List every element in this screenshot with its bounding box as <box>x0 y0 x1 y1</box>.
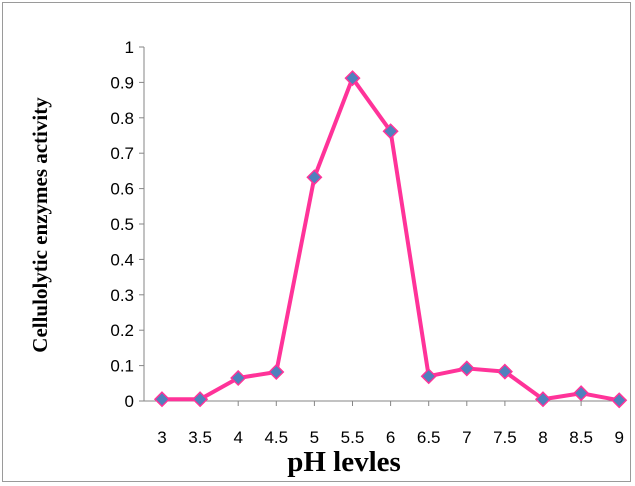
y-tick-label: 1 <box>125 38 134 57</box>
line-chart: 0 0.1 0.2 0.3 0.4 0.5 0.6 0.7 0.8 0.9 1 3 3.5 4 4.5 5 5… <box>28 38 628 478</box>
y-tick-label: 0.4 <box>110 250 134 269</box>
x-tick-label: 4 <box>233 428 242 447</box>
y-axis: 0 0.1 0.2 0.3 0.4 0.5 0.6 0.7 0.8 0.9 1 <box>110 38 145 411</box>
x-tick-label: 8 <box>538 428 547 447</box>
data-point-marker <box>496 363 513 380</box>
x-tick-label: 7.5 <box>493 428 517 447</box>
data-point-marker <box>573 385 590 402</box>
chart-frame: 0 0.1 0.2 0.3 0.4 0.5 0.6 0.7 0.8 0.9 1 3 3.5 4 4.5 5 5… <box>2 2 631 482</box>
x-tick-label: 9 <box>614 428 623 447</box>
data-point-marker <box>611 392 628 409</box>
data-point-marker <box>153 391 171 408</box>
y-tick-label: 0 <box>125 392 134 411</box>
x-tick-label: 7 <box>462 428 471 447</box>
x-tick-label: 3.5 <box>188 428 212 447</box>
data-point-marker <box>382 123 399 140</box>
x-tick-label: 3 <box>157 428 166 447</box>
data-point-marker <box>268 363 285 381</box>
x-axis: 3 3.5 4 4.5 5 5.5 6 6.5 7 7.5 8 8.5 9 <box>144 400 626 447</box>
x-tick-label: 5.5 <box>341 428 365 447</box>
y-tick-label: 0.8 <box>110 109 134 128</box>
data-point-marker <box>458 360 475 377</box>
x-tick-label: 4.5 <box>264 428 288 447</box>
x-tick-label: 5 <box>310 428 319 447</box>
y-tick-label: 0.7 <box>110 144 134 163</box>
data-point-marker <box>192 391 209 408</box>
y-tick-label: 0.9 <box>110 73 134 92</box>
x-axis-title: pH levles <box>287 446 401 478</box>
data-point-marker <box>534 391 552 408</box>
data-point-marker <box>306 169 323 186</box>
x-tick-label: 8.5 <box>569 428 593 447</box>
x-tick-label: 6 <box>386 428 395 447</box>
y-tick-label: 0.1 <box>110 357 134 376</box>
y-tick-label: 0.5 <box>110 215 134 234</box>
marker-group <box>153 70 628 409</box>
data-point-marker <box>344 70 361 87</box>
y-tick-label: 0.2 <box>110 321 134 340</box>
y-axis-title: Cellulolytic enzymes activity <box>28 97 52 353</box>
x-tick-label: 6.5 <box>417 428 441 447</box>
y-tick-label: 0.6 <box>110 180 134 199</box>
y-tick-label: 0.3 <box>110 286 134 305</box>
data-point-marker <box>420 368 437 385</box>
data-point-marker <box>230 369 247 387</box>
